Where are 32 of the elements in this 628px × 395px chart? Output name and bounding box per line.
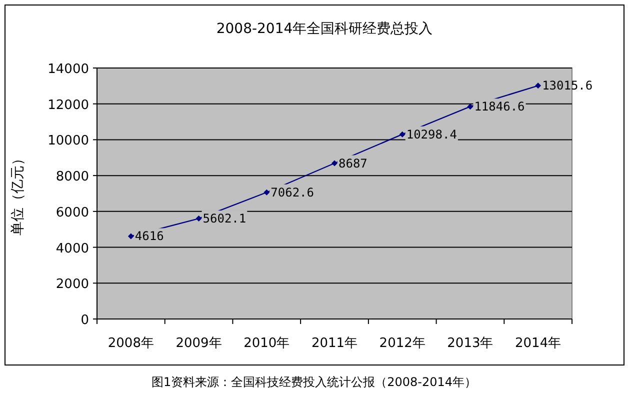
- data-label: 7062.6: [270, 185, 314, 200]
- y-axis-title: 单位（亿元）: [10, 152, 26, 236]
- x-tick-label: 2011年: [311, 336, 358, 351]
- point: [264, 189, 270, 196]
- x-tick-label: 2012年: [379, 336, 426, 351]
- data-label: 5602.1: [202, 212, 246, 226]
- data-label: 13015.6: [542, 78, 593, 93]
- x-tick-label: 2013年: [447, 336, 494, 351]
- x-tick-label: 2009年: [176, 336, 222, 351]
- y-tick-label: 0: [80, 313, 89, 328]
- y-tick-label: 12000: [48, 98, 89, 113]
- x-tick-label: 2008年: [108, 336, 154, 351]
- point: [467, 104, 474, 110]
- point: [332, 160, 338, 166]
- y-tick-label: 14000: [48, 62, 89, 77]
- data-label: 4616: [134, 229, 164, 244]
- y-tick-label: 10000: [48, 134, 89, 149]
- point: [196, 216, 202, 222]
- chart-title: 2008-2014年全国科研经费总投入: [216, 21, 433, 37]
- x-tick-label: 2010年: [244, 336, 290, 351]
- point: [399, 131, 406, 138]
- data-label: 8687: [338, 156, 368, 170]
- y-tick-label: 4000: [56, 241, 89, 256]
- point: [128, 233, 134, 240]
- y-tick-label: 2000: [56, 277, 89, 292]
- y-tick-label: 8000: [56, 170, 89, 185]
- data-label: 11846.6: [474, 100, 525, 114]
- point: [535, 82, 542, 89]
- data-label: 10298.4: [406, 127, 457, 142]
- y-tick-label: 6000: [56, 205, 89, 220]
- x-tick-label: 2014年: [515, 336, 562, 351]
- caption: 图1资料来源：全国科技经费投入统计公报（2008-2014年）: [151, 375, 477, 389]
